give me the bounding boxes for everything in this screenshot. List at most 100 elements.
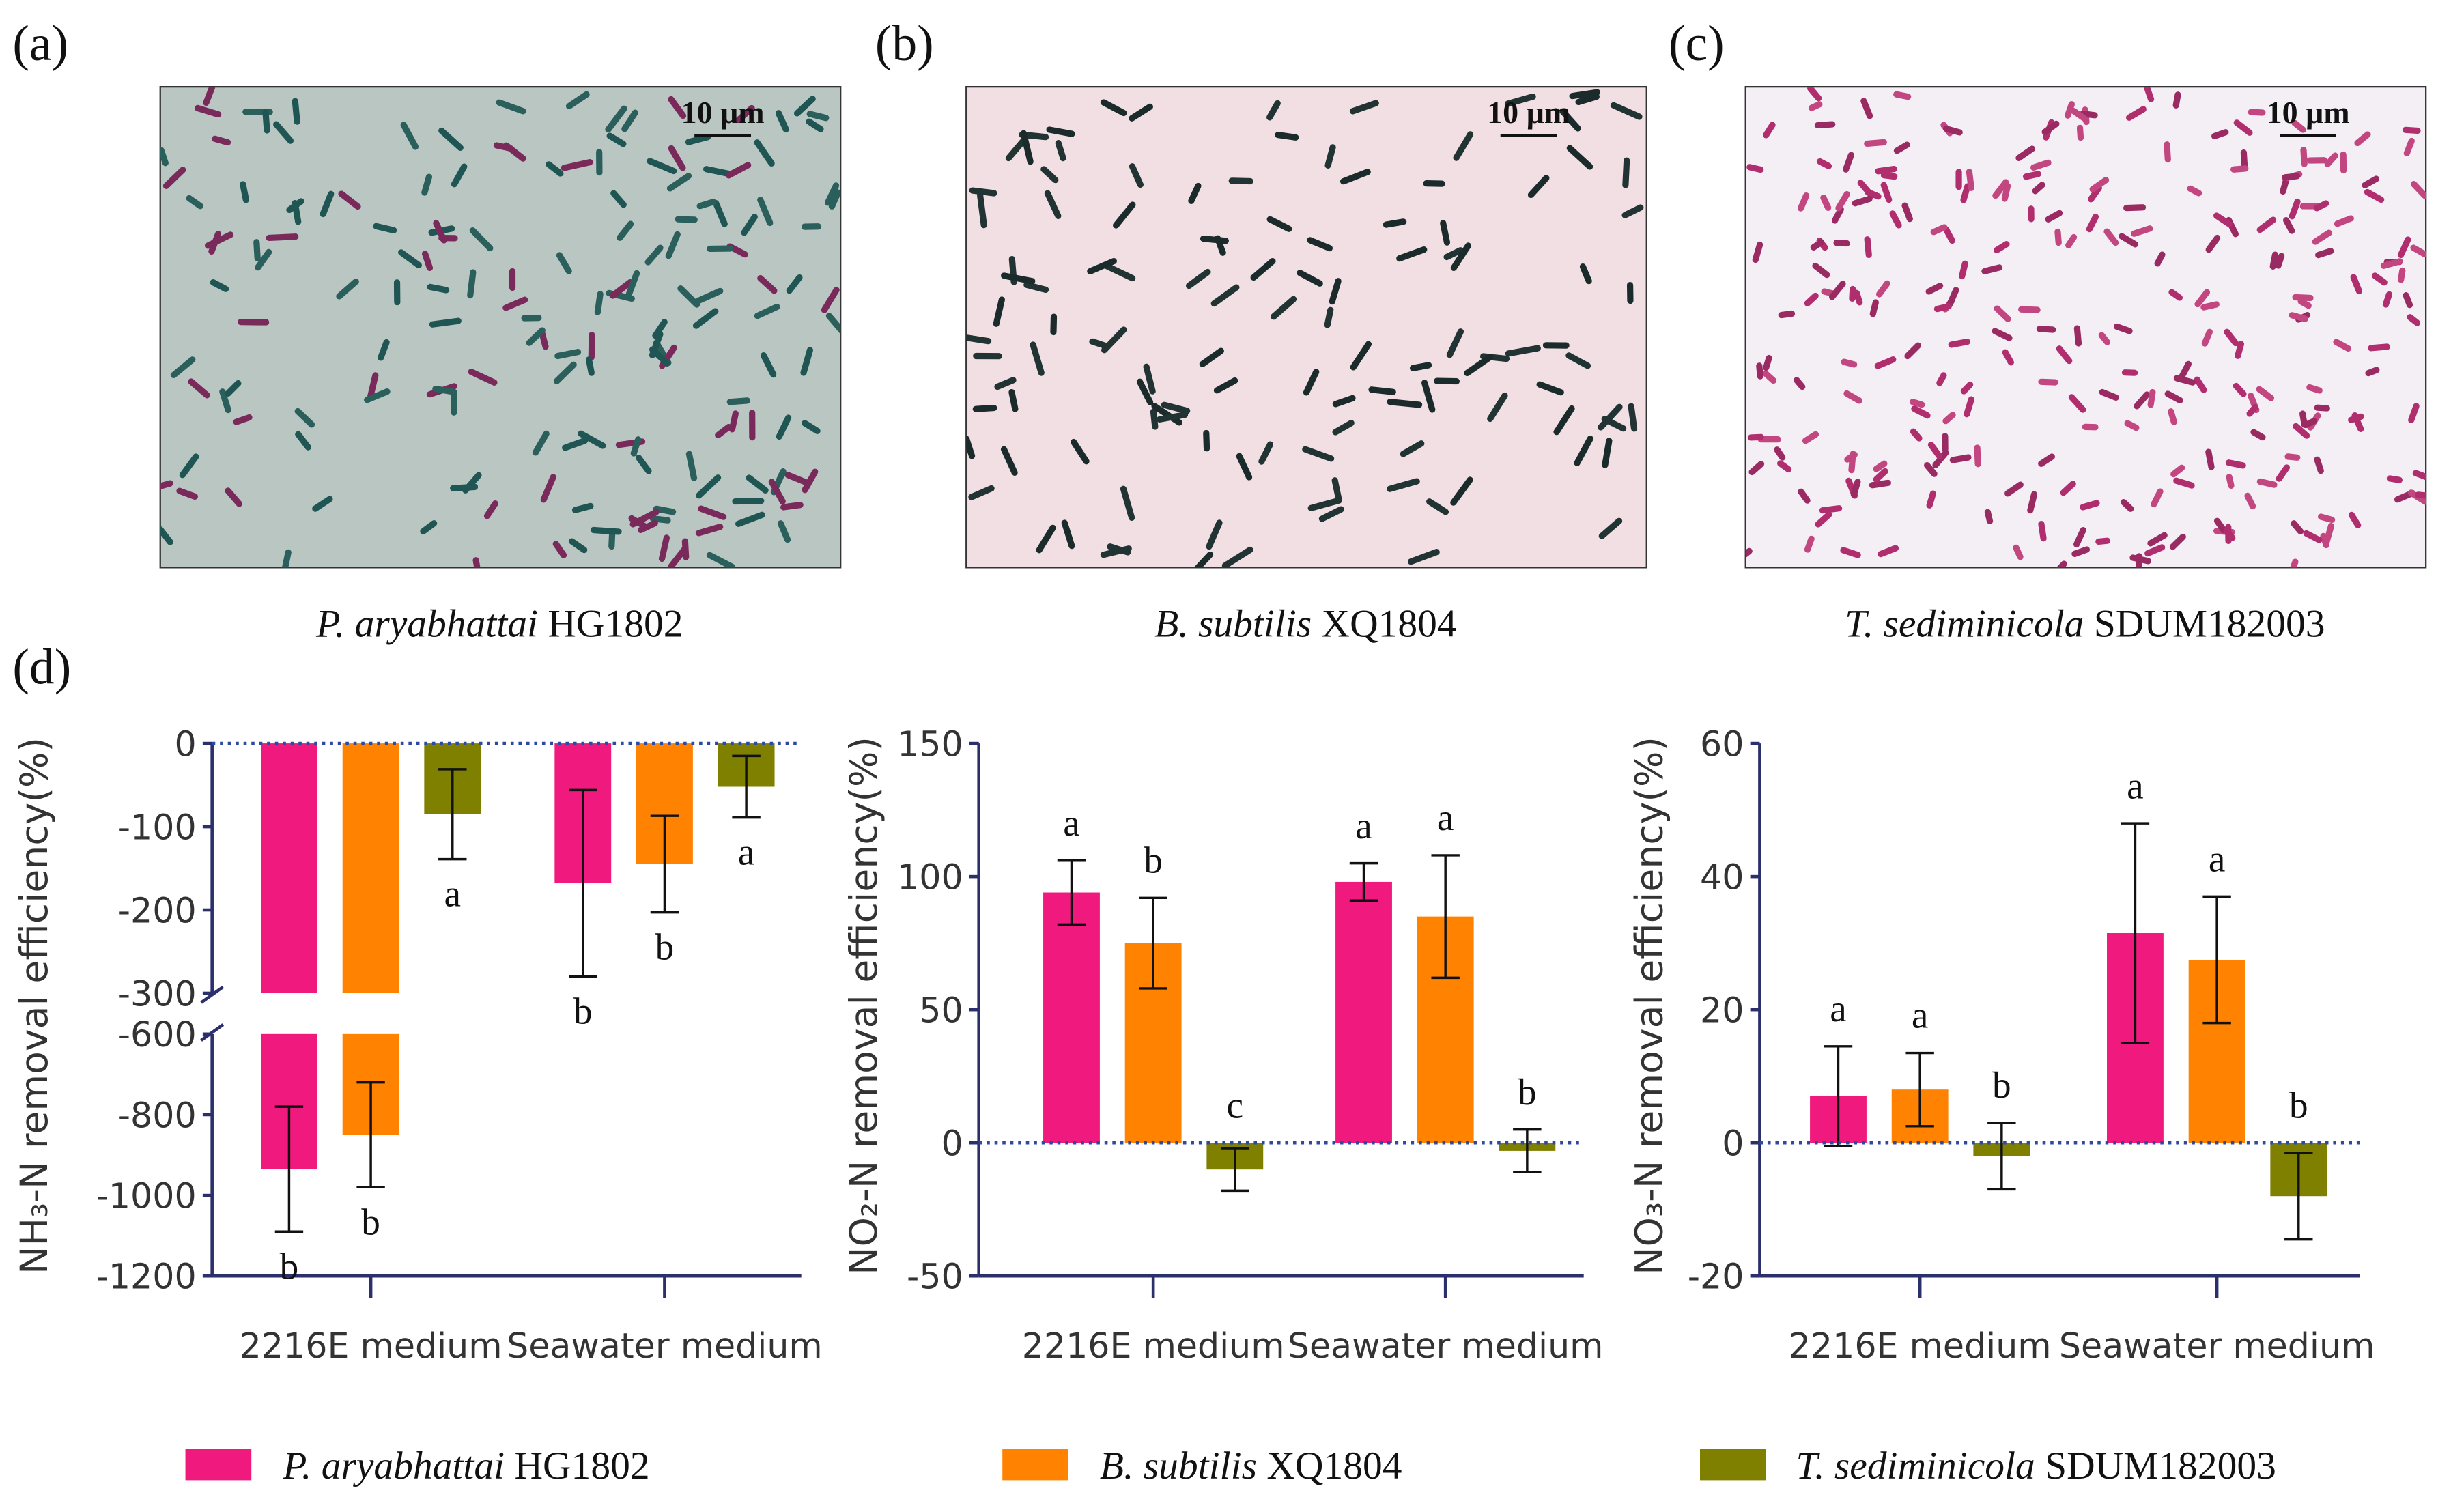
cell: [1349, 100, 1379, 115]
y-tick-label: 60: [1700, 724, 1744, 765]
legend-label-plain: SDUM182003: [2045, 1444, 2276, 1487]
cell: [775, 110, 789, 133]
cell: [2246, 403, 2258, 417]
cell: [295, 431, 311, 451]
cell: [1120, 485, 1135, 521]
cell: [696, 474, 722, 499]
cell: [2086, 214, 2099, 233]
cell: [2333, 339, 2352, 352]
cell: [1151, 403, 1182, 426]
cell: [1044, 190, 1062, 219]
cell: [400, 122, 419, 150]
cell: [1942, 125, 1963, 136]
legend-label: B. subtilis XQ1804: [1100, 1444, 1402, 1487]
cell: [1250, 257, 1276, 281]
cell: [160, 480, 173, 490]
y-tick-label: 50: [919, 990, 963, 1031]
cell: [1446, 328, 1464, 358]
cell: [2036, 326, 2056, 333]
cell: [1994, 241, 2010, 253]
cell: [784, 472, 810, 486]
legend-label: P. aryabhattai HG1802: [282, 1444, 649, 1487]
cell: [1350, 341, 1372, 371]
cell: [266, 233, 299, 242]
cell: [552, 541, 567, 558]
cell: [1440, 220, 1451, 246]
cell: [1453, 131, 1474, 161]
cell: [1008, 388, 1019, 412]
y-tick-label: 150: [897, 724, 963, 765]
caption-italic: B. subtilis: [1154, 603, 1321, 646]
cell: [746, 474, 769, 494]
cell: [1340, 169, 1371, 185]
cell: [2224, 328, 2239, 347]
cell: [483, 500, 498, 519]
cell: [1942, 226, 1955, 244]
cell: [698, 505, 727, 520]
cell: [768, 479, 786, 505]
panel-label: (a): [12, 15, 68, 71]
cell: [451, 163, 468, 188]
cell: [2065, 233, 2078, 248]
cell: [1129, 103, 1154, 122]
cell: [1213, 377, 1238, 394]
cell: [2178, 360, 2192, 381]
cell: [2154, 251, 2166, 267]
cell: [2089, 177, 2110, 192]
cell: [2318, 513, 2336, 524]
cell: [1505, 345, 1541, 357]
cell: [1000, 446, 1018, 476]
cell: [569, 538, 588, 554]
significance-letter: b: [361, 1201, 380, 1242]
cell: [668, 96, 687, 119]
cell: [432, 385, 455, 395]
cell: [1763, 122, 1776, 139]
cell: [652, 319, 668, 339]
cell: [1504, 94, 1536, 107]
cell: [1835, 190, 1850, 212]
cell: [2144, 544, 2166, 557]
cell: [1061, 519, 1075, 550]
cell: [666, 173, 692, 192]
cell: [2002, 349, 2014, 366]
cell: [1421, 380, 1436, 413]
cell: [2201, 328, 2213, 347]
cell: [1200, 236, 1229, 244]
bar: [342, 743, 399, 993]
cell: [2362, 175, 2379, 188]
cell: [373, 223, 397, 233]
cell: [1748, 461, 1765, 476]
cell: [2226, 474, 2235, 489]
cell: [2348, 511, 2362, 528]
cell: [703, 166, 732, 177]
cell: [2351, 412, 2364, 432]
cell: [1206, 519, 1223, 550]
cell: [1156, 412, 1189, 423]
cell: [1857, 180, 1875, 199]
cell: [628, 515, 649, 530]
panel-label: (b): [875, 15, 934, 71]
cell: [1831, 206, 1844, 224]
cell: [1948, 339, 1970, 348]
cell: [2038, 453, 2056, 467]
significance-letter: b: [573, 990, 593, 1032]
cell: [1579, 263, 1592, 285]
cell: [212, 135, 231, 146]
cell: [1798, 488, 1811, 504]
cell: [2213, 212, 2233, 227]
cell: [2200, 301, 2220, 311]
cell: [685, 451, 698, 481]
cell: [1974, 444, 1981, 468]
cell: [1610, 102, 1643, 120]
cell: [1926, 490, 1936, 509]
cell: [2291, 520, 2304, 534]
cell: [2380, 258, 2403, 269]
cell: [2045, 210, 2063, 223]
legend-label-plain: XQ1804: [1266, 1444, 1402, 1487]
cell: [526, 327, 546, 346]
cell: [675, 216, 698, 223]
cell: [1050, 313, 1058, 336]
cell: [1864, 236, 1872, 259]
cell: [2030, 159, 2052, 171]
x-tick-label: 2216E medium: [1022, 1326, 1285, 1366]
